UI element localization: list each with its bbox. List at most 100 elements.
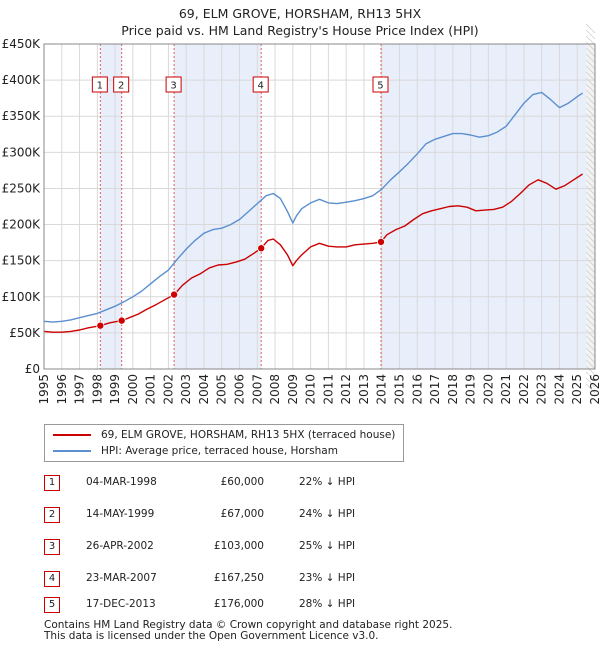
series <box>43 91 583 333</box>
hatch-line <box>585 119 596 130</box>
hatch-line <box>585 221 596 232</box>
hatch-line <box>585 125 596 136</box>
x-tick-label: 2006 <box>233 374 247 405</box>
hatch-line <box>585 323 596 334</box>
sale-label-box <box>252 76 269 93</box>
hatch-line <box>585 185 596 196</box>
x-tick-label: 1996 <box>55 374 69 405</box>
x-tick-label: 2025 <box>570 374 584 405</box>
x-tick-label: 2007 <box>250 374 264 405</box>
x-tick-label: 2017 <box>428 374 442 405</box>
hatch-line <box>585 77 596 88</box>
x-tick-label: 2003 <box>179 374 193 405</box>
row-date: 17-DEC-2013 <box>86 598 156 610</box>
row-date: 14-MAY-1999 <box>86 508 155 520</box>
sale-point <box>170 290 179 299</box>
x-tick-label: 2023 <box>535 374 549 405</box>
x-tick-label: 2022 <box>517 374 531 405</box>
table-row: 2 14-MAY-1999 £67,000 24% ↓ HPI <box>44 504 444 524</box>
hatch-line <box>585 377 596 388</box>
shaded-period <box>380 44 587 369</box>
hatch-line <box>585 71 596 82</box>
y-tick-label: £150K <box>2 254 42 268</box>
x-tick-label: 2014 <box>375 374 389 405</box>
legend-swatch-red <box>53 434 91 436</box>
hatch-line <box>585 35 596 46</box>
x-tick-label: 2015 <box>392 374 406 405</box>
axes: £0 £50K £100K £150K £200K £250K £300K £350K £400… <box>2 37 600 405</box>
chart-title: 69, ELM GROVE, HORSHAM, RH13 5HX Price p… <box>0 5 600 39</box>
hatch-line <box>585 161 596 172</box>
y-tick-label: £400K <box>2 73 42 87</box>
sale-label-text: 1 <box>97 81 103 92</box>
hatch-line <box>585 59 596 70</box>
hatch-line <box>585 317 596 328</box>
subtitle-text: Price paid vs. HM Land Registry's House … <box>121 23 479 38</box>
x-tick-label: 2011 <box>321 374 335 405</box>
footer-license: This data is licensed under the Open Gov… <box>44 630 379 642</box>
series-line <box>43 173 583 333</box>
row-hpi: 23% ↓ HPI <box>299 572 356 584</box>
hatch-line <box>585 227 596 238</box>
table-row: 1 04-MAR-1998 £60,000 22% ↓ HPI <box>44 472 444 492</box>
row-price: £67,000 <box>220 508 264 520</box>
y-tick-label: £50K <box>9 326 41 340</box>
forecast-region <box>586 44 595 369</box>
row-number: 5 <box>44 597 60 613</box>
row-number: 3 <box>44 539 60 555</box>
sale-points <box>96 237 385 330</box>
hatch-line <box>585 29 596 40</box>
x-tick-label: 1997 <box>73 374 87 405</box>
hatch-line <box>585 23 596 34</box>
sale-labels: 1 2 3 4 5 <box>91 76 389 93</box>
hatch-line <box>585 113 596 124</box>
x-tick-label: 2021 <box>499 374 513 405</box>
hatch-line <box>585 89 596 100</box>
x-tick-label: 2013 <box>357 374 371 405</box>
x-tick-label: 2008 <box>268 374 282 405</box>
hatch-line <box>585 149 596 160</box>
x-tick-label: 2005 <box>215 374 229 405</box>
x-tick-label: 2012 <box>339 374 353 405</box>
shaded-periods <box>44 23 596 394</box>
hatch-line <box>585 269 596 280</box>
legend-label-property: 69, ELM GROVE, HORSHAM, RH13 5HX (terrac… <box>101 429 396 441</box>
x-tick-label: 2001 <box>144 374 158 405</box>
hatch-line <box>585 245 596 256</box>
y-tick-label: £100K <box>2 290 42 304</box>
hatch-line <box>585 365 596 376</box>
hatch-line <box>585 173 596 184</box>
hatch-line <box>585 137 596 148</box>
row-hpi: 24% ↓ HPI <box>299 508 356 520</box>
row-date: 23-MAR-2007 <box>86 572 157 584</box>
hatch-line <box>585 53 596 64</box>
legend-item-hpi: HPI: Average price, terraced house, Hors… <box>53 443 338 459</box>
hatch-line <box>585 131 596 142</box>
row-date: 04-MAR-1998 <box>86 476 157 488</box>
hatch-line <box>585 257 596 268</box>
hatch-line <box>585 251 596 262</box>
x-tick-label: 2010 <box>304 374 318 405</box>
sale-point <box>376 237 385 246</box>
hatch-line <box>585 311 596 322</box>
hatch-line <box>585 341 596 352</box>
hatch-line <box>585 383 596 394</box>
x-tick-label: 2020 <box>481 374 495 405</box>
row-number: 1 <box>44 475 60 491</box>
sale-point <box>117 316 126 325</box>
hatch-line <box>585 353 596 364</box>
x-tick-label: 2002 <box>161 374 175 405</box>
y-tick-label: £300K <box>2 145 42 159</box>
sale-label-text: 2 <box>118 81 124 92</box>
row-price: £103,000 <box>213 540 264 552</box>
sale-label-box <box>165 76 182 93</box>
hatch-line <box>585 143 596 154</box>
y-tick-label: £350K <box>2 109 42 123</box>
hatch-line <box>585 101 596 112</box>
hatch-line <box>585 179 596 190</box>
hatch-line <box>585 41 596 52</box>
row-hpi: 22% ↓ HPI <box>299 476 356 488</box>
legend-item-property: 69, ELM GROVE, HORSHAM, RH13 5HX (terrac… <box>53 427 395 443</box>
legend: 69, ELM GROVE, HORSHAM, RH13 5HX (terrac… <box>44 424 404 462</box>
x-tick-label: 2004 <box>197 374 211 405</box>
